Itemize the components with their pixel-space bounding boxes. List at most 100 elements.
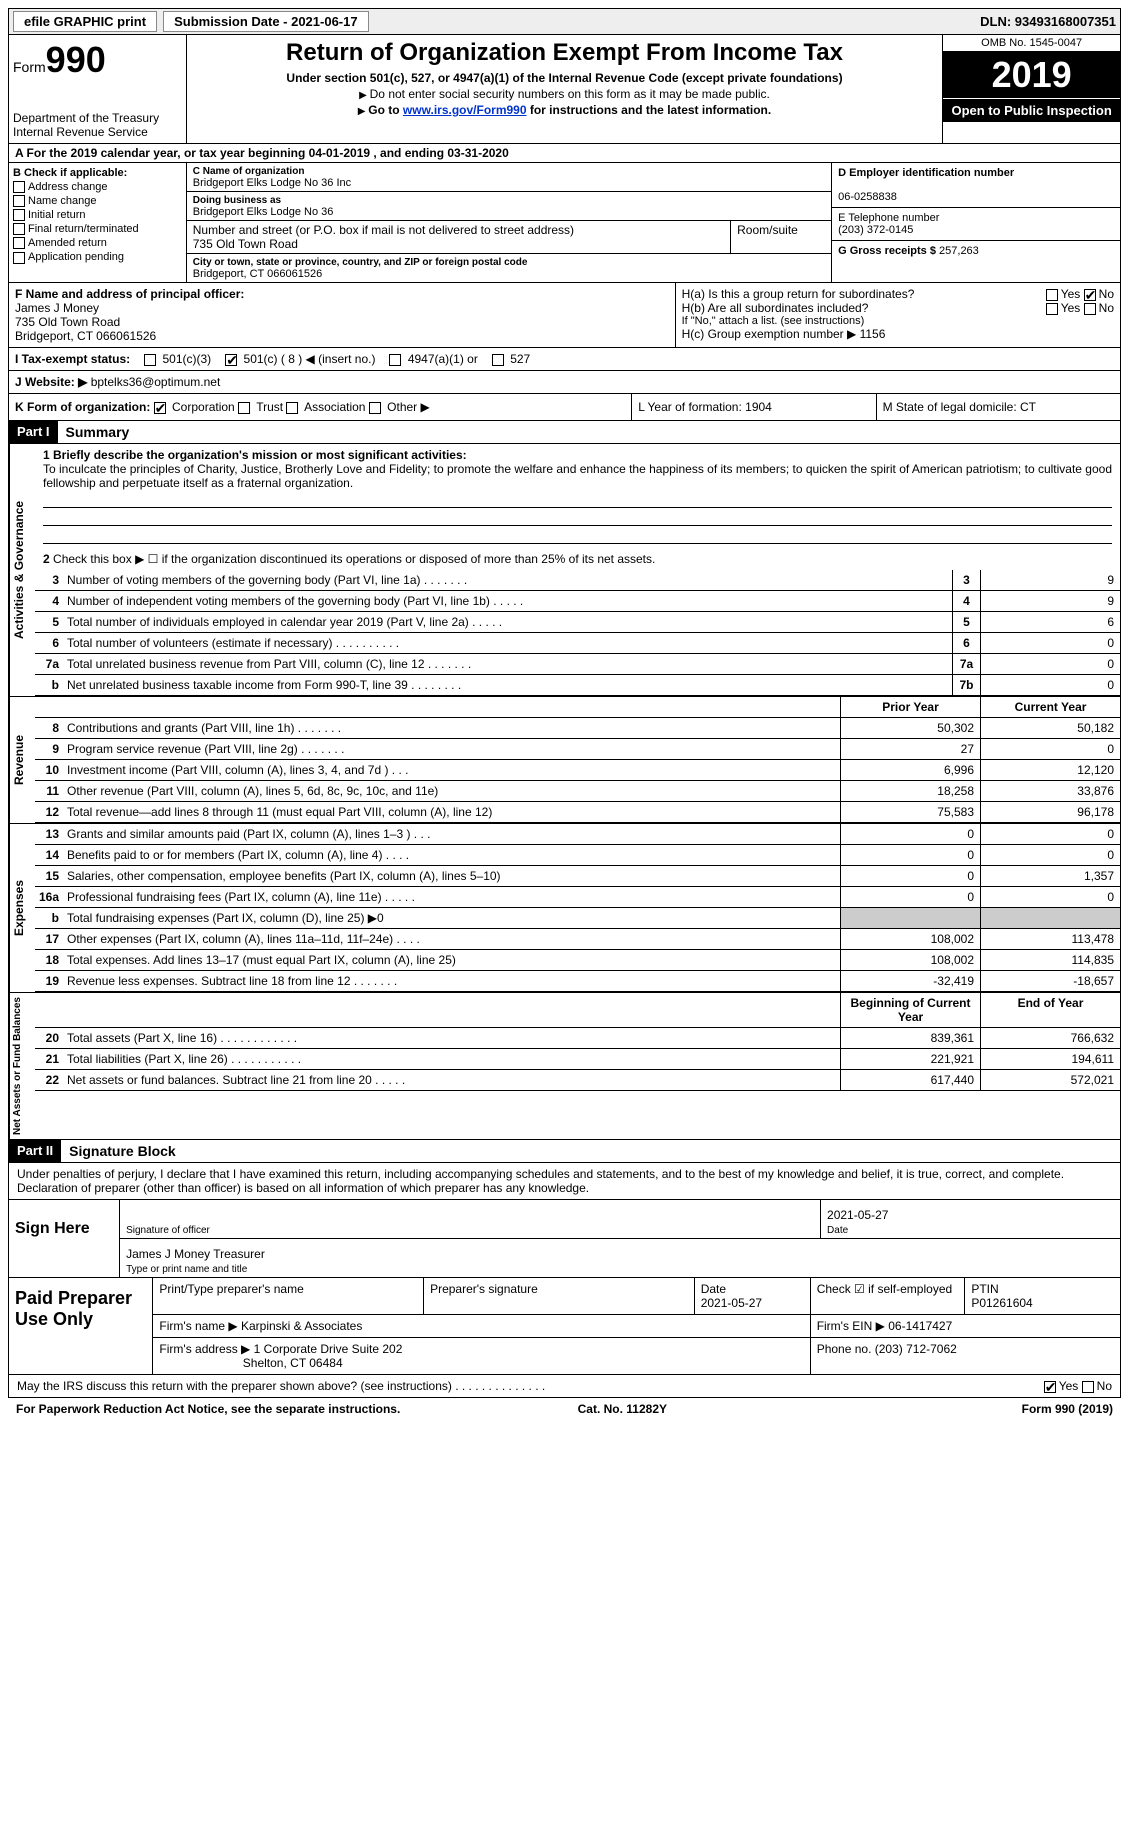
chk-527[interactable] xyxy=(492,354,504,366)
table-row: 22Net assets or fund balances. Subtract … xyxy=(35,1070,1120,1091)
chk-501c3[interactable] xyxy=(144,354,156,366)
prep-ptin: P01261604 xyxy=(971,1296,1032,1310)
prep-addr2: Shelton, CT 06484 xyxy=(243,1356,343,1370)
table-row: 21Total liabilities (Part X, line 26) . … xyxy=(35,1049,1120,1070)
table-row: 14Benefits paid to or for members (Part … xyxy=(35,845,1120,866)
form-label: Form xyxy=(13,59,46,75)
o3: 4947(a)(1) or xyxy=(408,352,478,366)
table-row: 9Program service revenue (Part VIII, lin… xyxy=(35,739,1120,760)
chk-other[interactable] xyxy=(369,402,381,414)
declaration: Under penalties of perjury, I declare th… xyxy=(9,1163,1120,1199)
side-gov: Activities & Governance xyxy=(9,444,35,696)
omb: OMB No. 1545-0047 xyxy=(943,35,1120,52)
part2-bar: Part II Signature Block xyxy=(8,1140,1121,1163)
chk-4947[interactable] xyxy=(389,354,401,366)
kopt-1: Trust xyxy=(256,400,283,414)
mission-text: To inculcate the principles of Charity, … xyxy=(43,462,1112,490)
firm-ein-lbl: Firm's EIN ▶ xyxy=(817,1319,885,1333)
firm-ein: 06-1417427 xyxy=(888,1319,952,1333)
opt-1: Name change xyxy=(28,195,97,207)
hb-note: If "No," attach a list. (see instruction… xyxy=(682,315,1114,327)
street-label: Number and street (or P.O. box if mail i… xyxy=(193,223,574,237)
table-row: 20Total assets (Part X, line 16) . . . .… xyxy=(35,1028,1120,1049)
table-row: 17Other expenses (Part IX, column (A), l… xyxy=(35,929,1120,950)
netassets-section: Net Assets or Fund Balances Beginning of… xyxy=(8,993,1121,1140)
table-row: 16aProfessional fundraising fees (Part I… xyxy=(35,887,1120,908)
chk-initial[interactable] xyxy=(13,209,25,221)
form990-link[interactable]: www.irs.gov/Form990 xyxy=(403,103,527,117)
firm: Karpinski & Associates xyxy=(241,1319,362,1333)
side-rev: Revenue xyxy=(9,697,35,823)
opt-2: Initial return xyxy=(28,209,85,221)
ha-yes[interactable] xyxy=(1046,289,1058,301)
open-public: Open to Public Inspection xyxy=(943,98,1120,122)
table-row: 8Contributions and grants (Part VIII, li… xyxy=(35,718,1120,739)
table-row: bTotal fundraising expenses (Part IX, co… xyxy=(35,908,1120,929)
table-row: 19Revenue less expenses. Subtract line 1… xyxy=(35,971,1120,992)
chk-name[interactable] xyxy=(13,195,25,207)
sig-name-lbl: Type or print name and title xyxy=(126,1264,247,1275)
sig-date: 2021-05-27 xyxy=(827,1208,888,1222)
side-net: Net Assets or Fund Balances xyxy=(9,993,35,1139)
officer-addr1: 735 Old Town Road xyxy=(15,315,120,329)
form-footer: Form 990 (2019) xyxy=(1022,1402,1113,1416)
sig-name: James J Money Treasurer xyxy=(126,1247,265,1261)
hdr-cy: Current Year xyxy=(980,697,1120,717)
hb-no[interactable] xyxy=(1084,303,1096,315)
o2: 501(c) ( 8 ) ◀ (insert no.) xyxy=(244,352,376,366)
discuss-yes[interactable] xyxy=(1044,1381,1056,1393)
page-footer: For Paperwork Reduction Act Notice, see … xyxy=(8,1398,1121,1420)
hdr-py: Prior Year xyxy=(840,697,980,717)
officer-row: F Name and address of principal officer:… xyxy=(8,283,1121,348)
table-row: 12Total revenue—add lines 8 through 11 (… xyxy=(35,802,1120,823)
subtitle: Under section 501(c), 527, or 4947(a)(1)… xyxy=(286,71,842,85)
discuss-no[interactable] xyxy=(1082,1381,1094,1393)
phone-lbl: Phone no. xyxy=(817,1342,872,1356)
org-name: Bridgeport Elks Lodge No 36 Inc xyxy=(193,177,351,189)
chk-pending[interactable] xyxy=(13,252,25,264)
year-formation: L Year of formation: 1904 xyxy=(631,394,875,420)
side-exp: Expenses xyxy=(9,824,35,992)
chk-assoc[interactable] xyxy=(286,402,298,414)
officer-name: James J Money xyxy=(15,301,99,315)
dba-label: Doing business as xyxy=(193,195,281,206)
chk-trust[interactable] xyxy=(238,402,250,414)
gross-label: G Gross receipts $ xyxy=(838,245,936,257)
o4: 527 xyxy=(510,352,530,366)
note-ssn: Do not enter social security numbers on … xyxy=(191,87,939,101)
part1-title: Summary xyxy=(58,421,1120,443)
status-label: I Tax-exempt status: xyxy=(15,352,130,366)
part2-hdr: Part II xyxy=(9,1140,61,1162)
table-row: 13Grants and similar amounts paid (Part … xyxy=(35,824,1120,845)
note2-pre: Go to xyxy=(368,103,403,117)
form-header: Form990 Department of the Treasury Inter… xyxy=(8,35,1121,144)
efile-btn[interactable]: efile GRAPHIC print xyxy=(13,11,157,32)
chk-corp[interactable] xyxy=(154,402,166,414)
sign-here-label: Sign Here xyxy=(9,1200,120,1277)
note2-post: for instructions and the latest informat… xyxy=(527,103,772,117)
expenses-section: Expenses 13Grants and similar amounts pa… xyxy=(8,824,1121,993)
sig-officer-lbl: Signature of officer xyxy=(126,1225,210,1236)
preparer-block: Paid Preparer Use Only Print/Type prepar… xyxy=(8,1278,1121,1375)
kopt-3: Other ▶ xyxy=(387,400,430,414)
pra: For Paperwork Reduction Act Notice, see … xyxy=(16,1402,400,1416)
state-domicile: M State of legal domicile: CT xyxy=(876,394,1120,420)
hb-yes[interactable] xyxy=(1046,303,1058,315)
table-row: 4Number of independent voting members of… xyxy=(35,591,1120,612)
opt-4: Amended return xyxy=(28,237,107,249)
k-label: K Form of organization: xyxy=(15,400,150,414)
chk-501c[interactable] xyxy=(225,354,237,366)
firm-lbl: Firm's name ▶ xyxy=(159,1319,237,1333)
prep-label: Paid Preparer Use Only xyxy=(9,1278,153,1374)
part2-title: Signature Block xyxy=(61,1140,1120,1162)
part1-hdr: Part I xyxy=(9,421,58,443)
ein-label: D Employer identification number xyxy=(838,167,1014,179)
ein: 06-0258838 xyxy=(838,191,897,203)
hc: H(c) Group exemption number ▶ 1156 xyxy=(682,327,1114,341)
chk-final[interactable] xyxy=(13,223,25,235)
chk-address[interactable] xyxy=(13,181,25,193)
submission-btn[interactable]: Submission Date - 2021-06-17 xyxy=(163,11,369,32)
name-label: C Name of organization xyxy=(193,166,305,177)
ha-no[interactable] xyxy=(1084,289,1096,301)
chk-amended[interactable] xyxy=(13,237,25,249)
